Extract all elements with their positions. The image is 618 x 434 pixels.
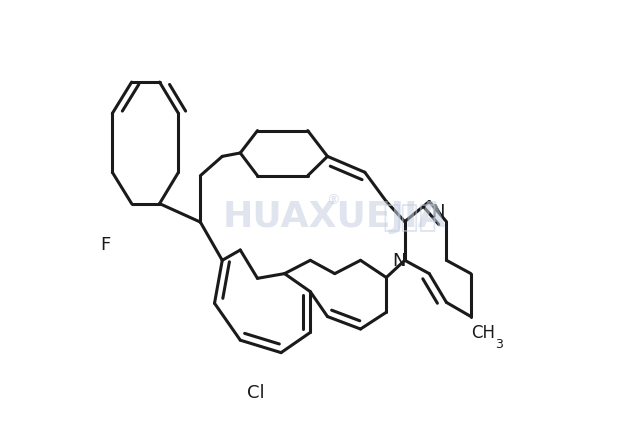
Text: HUAXUEJIA: HUAXUEJIA: [223, 200, 447, 234]
Text: ®: ®: [326, 193, 340, 207]
Text: F: F: [100, 235, 110, 253]
Text: N: N: [392, 252, 406, 270]
Text: 3: 3: [495, 337, 503, 350]
Text: N: N: [431, 203, 444, 221]
Text: Cl: Cl: [247, 383, 265, 401]
Text: CH: CH: [471, 324, 495, 342]
Text: 化学加: 化学加: [382, 203, 437, 231]
